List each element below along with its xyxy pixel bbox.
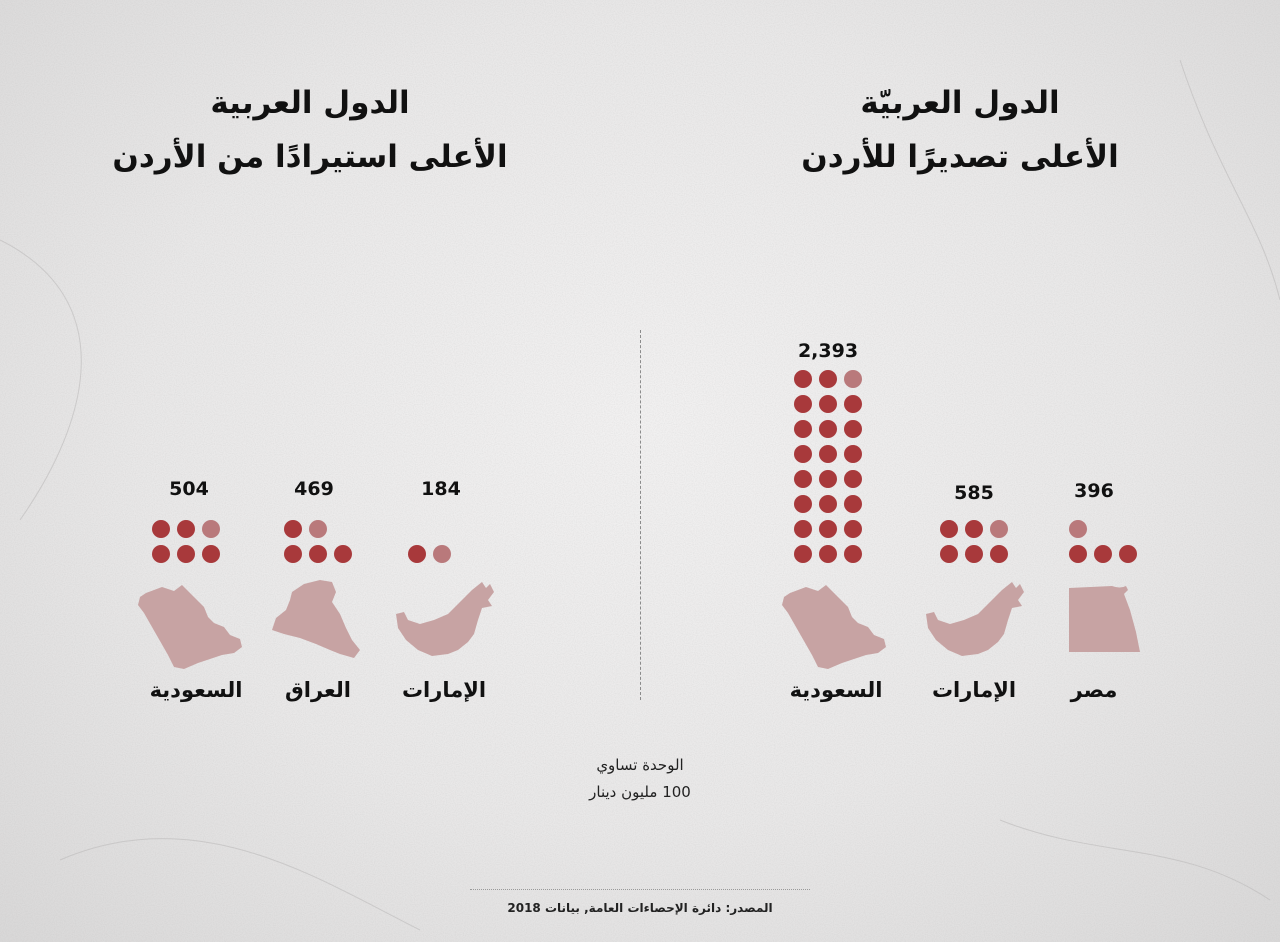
- uae-map-icon: [924, 580, 1026, 658]
- source-separator: [470, 889, 810, 890]
- uae-map-icon: [394, 580, 496, 658]
- imports-value-iraq: 469: [294, 478, 334, 500]
- exports-value-uae: 585: [954, 482, 994, 504]
- exports-category-uae: الإمارات: [931, 678, 1017, 702]
- imports-value-uae: 184: [421, 478, 461, 500]
- saudi-map-icon: [778, 583, 888, 671]
- imports-chart-title: الدول العربية الأعلى استيرادًا من الأردن: [100, 76, 520, 184]
- unit-legend: الوحدة تساوي 100 مليون دينار: [520, 752, 760, 806]
- imports-category-iraq: العراق: [285, 678, 351, 702]
- iraq-map-icon: [270, 578, 362, 666]
- exports-title-line1: الدول العربيّة: [860, 85, 1060, 121]
- source-note: المصدر: دائرة الإحصاءات العامة, بيانات 2…: [507, 901, 773, 915]
- imports-title-line1: الدول العربية: [210, 85, 410, 121]
- unit-legend-line1: الوحدة تساوي: [596, 756, 684, 774]
- imports-category-uae: الإمارات: [401, 678, 487, 702]
- unit-legend-line2: 100 مليون دينار: [589, 783, 691, 801]
- exports-chart-title: الدول العربيّة الأعلى تصديرًا للأردن: [790, 76, 1130, 184]
- imports-value-saudi: 504: [169, 478, 209, 500]
- exports-category-saudi: السعودية: [789, 678, 883, 702]
- imports-title-line2: الأعلى استيرادًا من الأردن: [112, 139, 508, 175]
- egypt-map-icon: [1066, 580, 1142, 656]
- exports-value-saudi: 2,393: [797, 340, 859, 362]
- exports-value-egypt: 396: [1074, 480, 1114, 502]
- panel-divider: [640, 330, 641, 700]
- exports-category-egypt: مصر: [1070, 678, 1118, 702]
- saudi-map-icon: [134, 583, 244, 671]
- imports-category-saudi: السعودية: [149, 678, 243, 702]
- exports-title-line2: الأعلى تصديرًا للأردن: [801, 139, 1119, 175]
